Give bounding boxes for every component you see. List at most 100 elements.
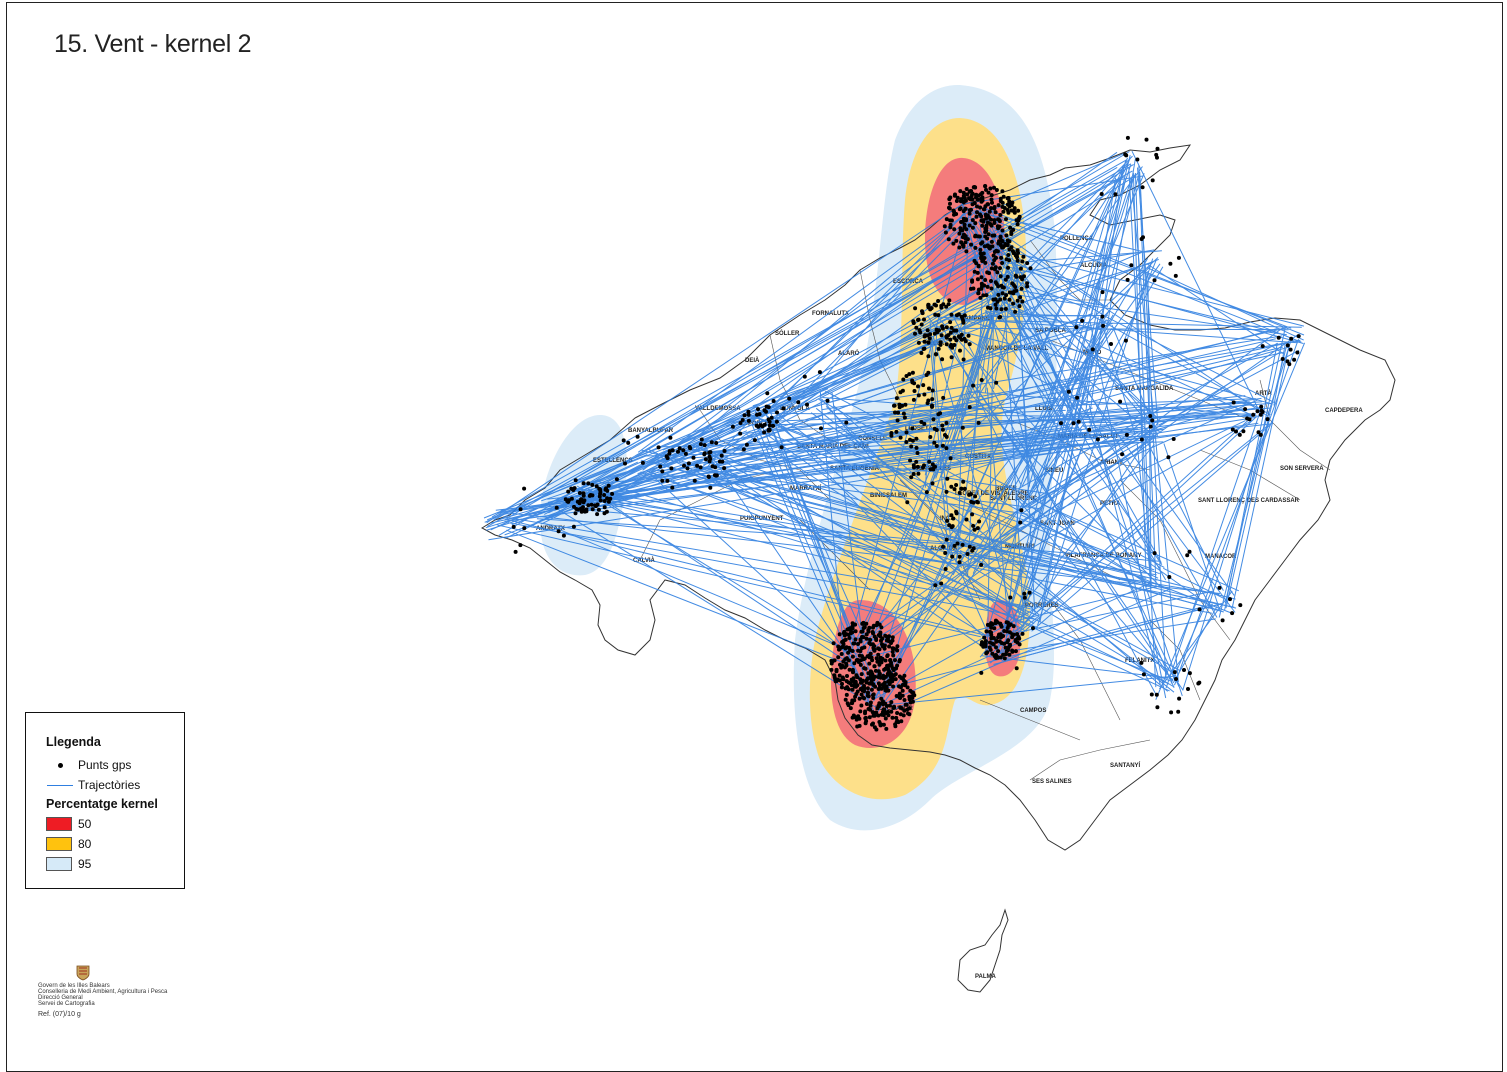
gps-point: [1230, 611, 1235, 616]
gps-point: [914, 436, 919, 441]
gps-point: [683, 451, 688, 456]
gps-point: [513, 549, 518, 554]
gps-point: [1015, 222, 1020, 227]
gps-point: [1080, 318, 1085, 323]
gps-point: [846, 703, 851, 708]
gps-point: [969, 242, 974, 247]
gps-point: [996, 292, 1001, 297]
gps-point: [1197, 607, 1202, 612]
gps-point: [854, 684, 858, 689]
gps-point: [1003, 306, 1008, 311]
gps-point: [854, 692, 859, 696]
gps-point: [979, 562, 984, 567]
gps-point: [1230, 427, 1235, 432]
place-label: COSTITX: [965, 454, 991, 460]
gps-point: [1139, 237, 1144, 241]
gps-point: [596, 507, 601, 512]
gps-point: [566, 489, 571, 494]
gps-point: [967, 342, 972, 347]
gps-point: [569, 486, 574, 491]
gps-point: [969, 499, 974, 504]
gps-point: [1013, 309, 1018, 314]
gps-point: [878, 660, 883, 664]
gps-point: [1015, 258, 1020, 263]
gps-point: [1014, 666, 1019, 671]
gps-point: [857, 723, 862, 728]
gps-point: [905, 685, 910, 690]
gps-point: [889, 700, 894, 705]
gps-point: [1231, 400, 1236, 405]
gps-point: [980, 640, 984, 645]
gps-point: [1004, 293, 1009, 298]
gps-point: [868, 700, 873, 705]
gps-point: [970, 197, 975, 202]
gps-point: [957, 560, 962, 565]
gps-point: [858, 677, 863, 682]
gps-point: [1005, 274, 1010, 279]
gps-point: [925, 328, 930, 333]
gps-point: [593, 503, 598, 508]
place-label: MANACOR: [1205, 554, 1237, 560]
gps-point: [590, 482, 595, 487]
gps-point: [968, 492, 973, 497]
gps-point: [973, 221, 978, 226]
gps-point: [911, 472, 916, 476]
trajectory-line: [637, 203, 980, 453]
gps-point: [850, 654, 855, 659]
gps-point: [901, 411, 906, 416]
gps-point: [992, 185, 996, 190]
gps-point: [998, 213, 1003, 217]
trajectory-line: [983, 179, 1118, 646]
trajectory-line: [952, 310, 1110, 576]
gps-point: [1074, 325, 1079, 330]
gps-point: [602, 505, 607, 510]
gps-point: [1154, 692, 1159, 697]
gps-point: [1019, 286, 1024, 291]
gps-point: [602, 499, 607, 503]
trajectory-line: [996, 323, 1099, 651]
gps-point: [967, 405, 972, 410]
gps-point: [949, 325, 954, 330]
gps-point: [890, 646, 895, 651]
gps-point: [1007, 297, 1012, 302]
gps-point: [554, 505, 559, 510]
trajectory-line: [1225, 417, 1270, 609]
gps-point: [972, 269, 977, 274]
gps-point: [1014, 274, 1019, 279]
place-label: SES SALINES: [1032, 779, 1072, 785]
trajectory-line: [1002, 286, 1109, 307]
gps-point: [623, 461, 627, 466]
gps-point: [954, 313, 959, 318]
gps-point: [986, 232, 991, 237]
gps-point: [959, 332, 964, 337]
gps-point: [667, 449, 672, 454]
gps-point: [881, 722, 886, 727]
gps-point: [849, 701, 854, 705]
gps-point: [556, 529, 561, 534]
gps-point: [989, 286, 994, 291]
gps-point: [944, 217, 949, 222]
gps-point: [1018, 520, 1023, 525]
gps-point: [581, 491, 586, 496]
trajectory-line: [509, 517, 1034, 608]
gps-point: [1155, 705, 1160, 710]
gps-point: [706, 475, 711, 479]
trajectory-line: [997, 250, 1081, 432]
gps-point: [1011, 301, 1016, 306]
gps-point: [949, 513, 954, 518]
gps-point: [876, 652, 881, 657]
gps-point: [687, 445, 692, 449]
gps-point: [1296, 334, 1301, 339]
gps-point: [936, 313, 941, 318]
trajectory-line: [931, 257, 1159, 469]
gps-point: [1000, 228, 1005, 233]
gps-point: [916, 340, 921, 345]
gps-point: [913, 306, 918, 311]
gps-point: [897, 402, 902, 407]
gps-point: [980, 223, 985, 228]
gps-point: [871, 692, 876, 697]
trajectory-line: [1134, 172, 1151, 578]
trajectory-line: [1020, 514, 1159, 579]
trajectory-line: [1165, 405, 1263, 689]
